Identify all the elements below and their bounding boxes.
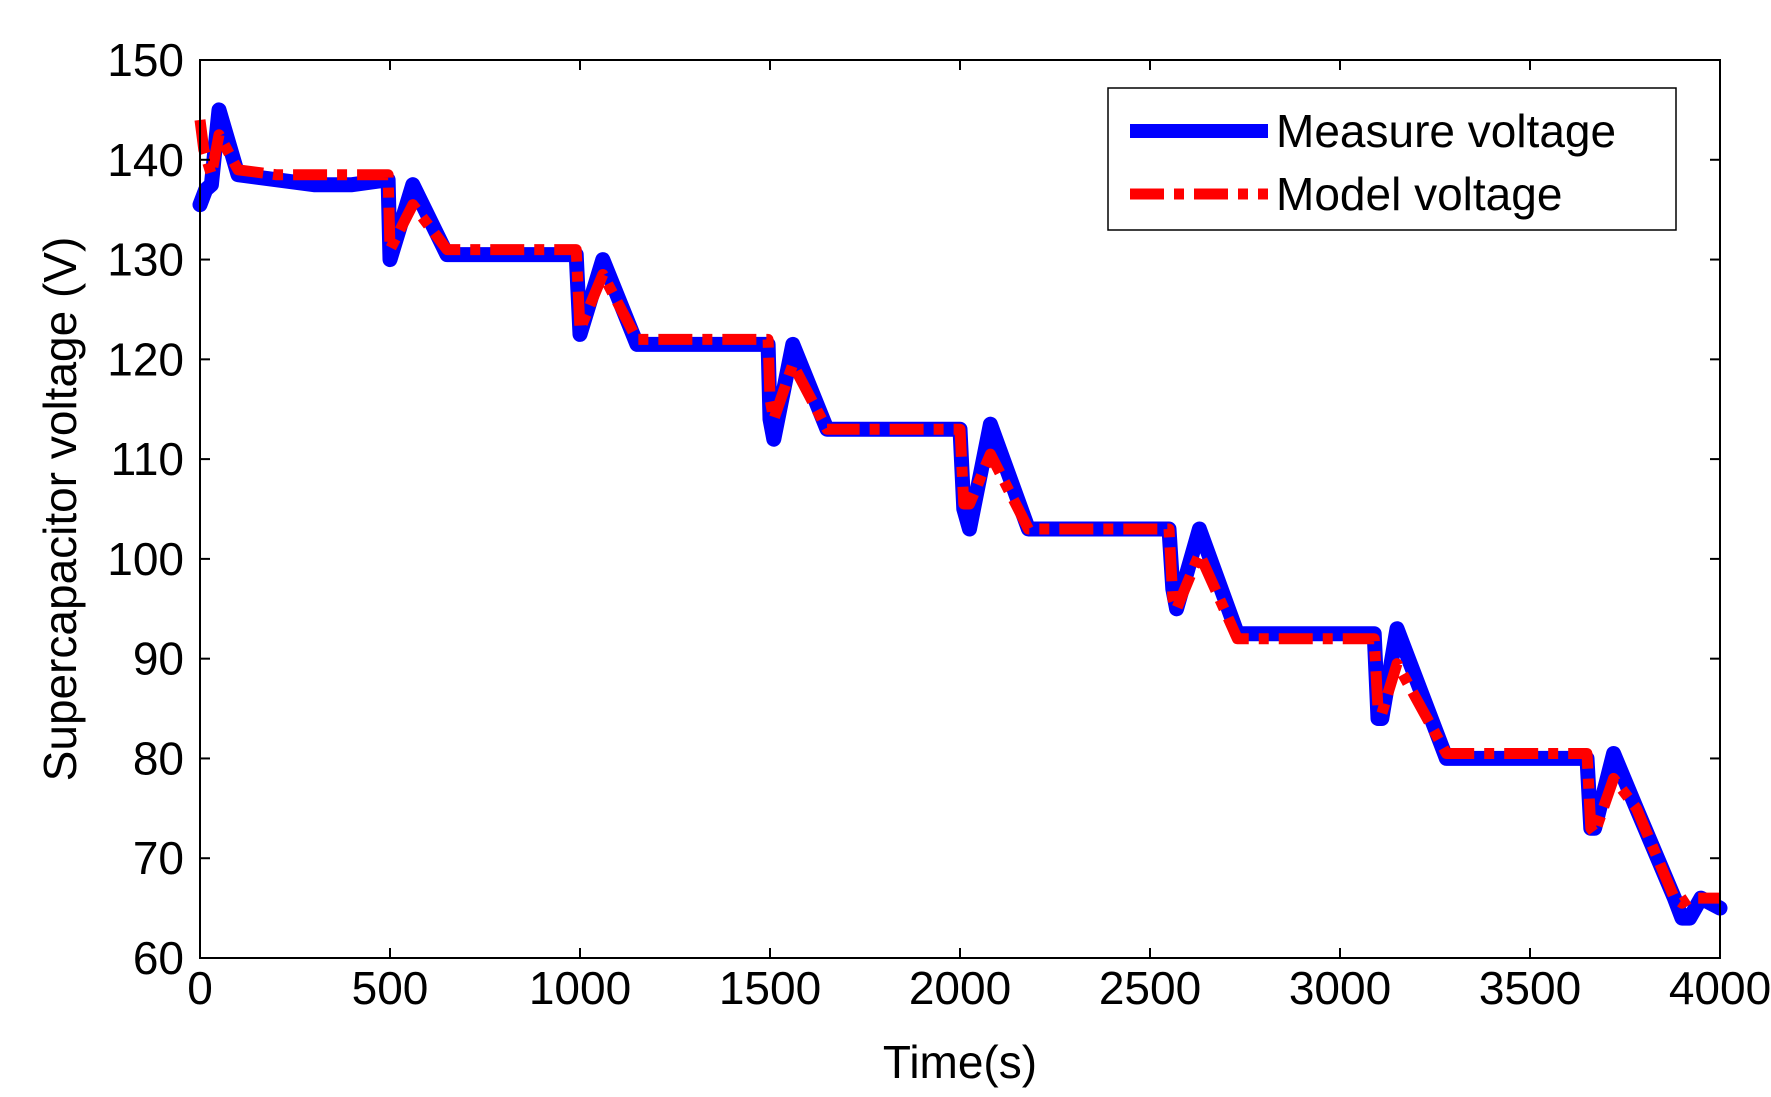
x-tick-label: 2000 (909, 962, 1011, 1014)
x-tick-label: 500 (352, 962, 429, 1014)
y-tick-label: 90 (133, 633, 184, 685)
x-tick-label: 2500 (1099, 962, 1201, 1014)
y-tick-label: 70 (133, 832, 184, 884)
y-tick-label: 150 (107, 34, 184, 86)
legend: Measure voltage Model voltage (1107, 87, 1677, 231)
plot-lines (192, 102, 1728, 926)
y-tick-label: 60 (133, 932, 184, 984)
x-tick-label: 1500 (719, 962, 821, 1014)
axis-ticks (199, 59, 1721, 959)
y-tick-label: 140 (107, 134, 184, 186)
x-tick-label: 1000 (529, 962, 631, 1014)
axis-tick-labels: 0 500 1000 1500 2000 2500 3000 3500 4000 60 70 80 90… (107, 34, 1771, 1014)
y-tick-label: 110 (111, 433, 184, 485)
series-line-model-voltage (194, 119, 1720, 909)
y-tick-label: 130 (107, 234, 184, 286)
y-tick-label: 120 (107, 333, 184, 385)
legend-box (1107, 87, 1677, 231)
x-tick-label: 3500 (1479, 962, 1581, 1014)
x-tick-label: 0 (187, 962, 213, 1014)
legend-label-measure-voltage: Measure voltage (1276, 105, 1616, 157)
legend-label-model-voltage: Model voltage (1276, 168, 1562, 220)
x-tick-label: 4000 (1669, 962, 1771, 1014)
y-tick-label: 80 (133, 732, 184, 784)
x-tick-label: 3000 (1289, 962, 1391, 1014)
y-tick-label: 100 (107, 533, 184, 585)
y-axis-title: Supercapacitor voltage (V) (34, 237, 86, 782)
x-axis-title: Time(s) (883, 1036, 1037, 1088)
